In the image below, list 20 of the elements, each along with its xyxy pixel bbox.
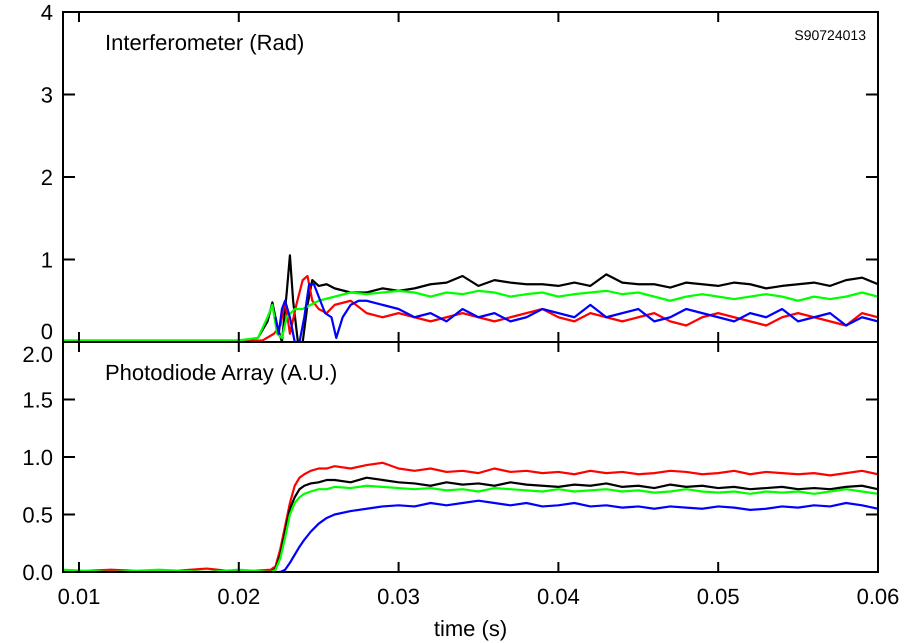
- x-tick-label: 0.06: [856, 584, 900, 609]
- y-tick-label: 3: [40, 82, 53, 108]
- x-axis-title: time (s): [434, 616, 508, 641]
- y-tick-label: 2: [40, 165, 53, 190]
- y-tick-label: 1.0: [22, 445, 53, 470]
- annotation: S90724013: [794, 27, 866, 43]
- text: Interferometer (Rad): [105, 30, 304, 55]
- y-tick-label: 0.0: [22, 560, 53, 585]
- x-tick-label: 0.01: [58, 584, 100, 609]
- x-tick-label: 0.05: [696, 584, 740, 609]
- y-tick-label: 1: [40, 248, 53, 272]
- y-tick-label: 1.5: [22, 388, 53, 412]
- y-tick-label: 4: [40, 0, 53, 25]
- text: Photodiode Array (A.U.): [105, 360, 338, 385]
- x-tick-label: 0.04: [536, 584, 580, 609]
- y-tick-label: 0: [40, 319, 53, 344]
- y-tick-label: 2.0: [22, 342, 53, 367]
- x-tick-label: 0.03: [377, 584, 420, 609]
- y-tick-label: 0.5: [22, 502, 53, 528]
- x-tick-label: 0.02: [217, 584, 260, 609]
